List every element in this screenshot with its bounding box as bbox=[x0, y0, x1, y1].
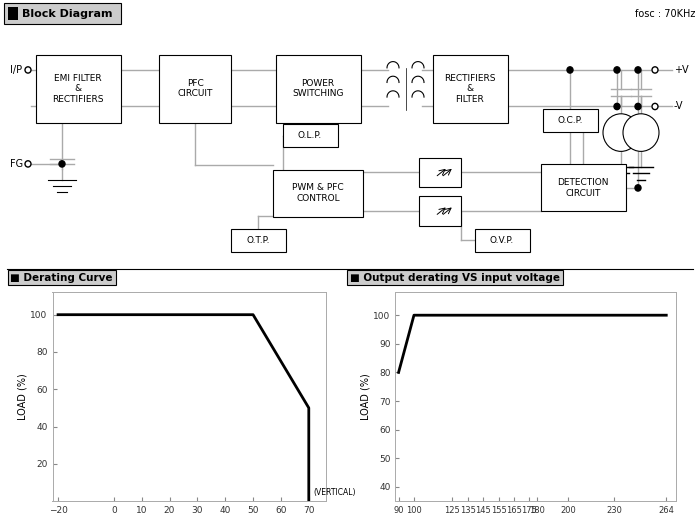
Circle shape bbox=[614, 103, 620, 110]
Text: ■ Output derating VS input voltage: ■ Output derating VS input voltage bbox=[350, 272, 560, 283]
Y-axis label: LOAD (%): LOAD (%) bbox=[18, 373, 27, 420]
Circle shape bbox=[614, 67, 620, 73]
Bar bbox=[419, 158, 461, 187]
Bar bbox=[542, 109, 598, 132]
Text: PFC
CIRCUIT: PFC CIRCUIT bbox=[177, 79, 213, 99]
Bar bbox=[159, 55, 231, 123]
Text: PWM & PFC
CONTROL: PWM & PFC CONTROL bbox=[292, 183, 344, 203]
Bar bbox=[433, 55, 508, 123]
Text: O.T.P.: O.T.P. bbox=[246, 235, 270, 245]
Circle shape bbox=[59, 161, 65, 167]
Text: FG: FG bbox=[10, 159, 23, 169]
Bar bbox=[419, 196, 461, 226]
Text: Block Diagram: Block Diagram bbox=[22, 8, 113, 19]
Text: O.V.P.: O.V.P. bbox=[490, 235, 514, 245]
Text: -V: -V bbox=[674, 101, 683, 112]
Bar bbox=[475, 229, 529, 252]
Text: +V: +V bbox=[674, 65, 689, 75]
Bar bbox=[540, 164, 626, 211]
Text: I/P: I/P bbox=[10, 65, 22, 75]
Circle shape bbox=[623, 114, 659, 151]
Text: DETECTION
CIRCUIT: DETECTION CIRCUIT bbox=[557, 178, 609, 198]
Text: EMI FILTER
&
RECTIFIERS: EMI FILTER & RECTIFIERS bbox=[52, 74, 104, 104]
Text: RECTIFIERS
&
FILTER: RECTIFIERS & FILTER bbox=[444, 74, 496, 104]
Bar bbox=[276, 55, 360, 123]
Bar bbox=[8, 7, 18, 20]
FancyBboxPatch shape bbox=[4, 3, 121, 24]
Bar bbox=[230, 229, 286, 252]
Y-axis label: LOAD (%): LOAD (%) bbox=[360, 373, 370, 420]
Circle shape bbox=[603, 114, 639, 151]
Circle shape bbox=[652, 103, 658, 110]
Text: POWER
SWITCHING: POWER SWITCHING bbox=[293, 79, 344, 99]
Circle shape bbox=[652, 67, 658, 73]
Circle shape bbox=[25, 67, 31, 73]
Text: ■ Derating Curve: ■ Derating Curve bbox=[10, 272, 113, 283]
Bar bbox=[273, 170, 363, 217]
Bar bbox=[36, 55, 120, 123]
Circle shape bbox=[567, 67, 573, 73]
Text: O.L.P.: O.L.P. bbox=[298, 131, 322, 140]
Circle shape bbox=[635, 103, 641, 110]
Circle shape bbox=[25, 161, 31, 167]
Text: fosc : 70KHz: fosc : 70KHz bbox=[635, 8, 695, 19]
Circle shape bbox=[635, 67, 641, 73]
Text: O.C.P.: O.C.P. bbox=[557, 115, 582, 125]
Bar bbox=[283, 124, 337, 147]
Text: (VERTICAL): (VERTICAL) bbox=[313, 489, 356, 497]
Circle shape bbox=[635, 185, 641, 191]
